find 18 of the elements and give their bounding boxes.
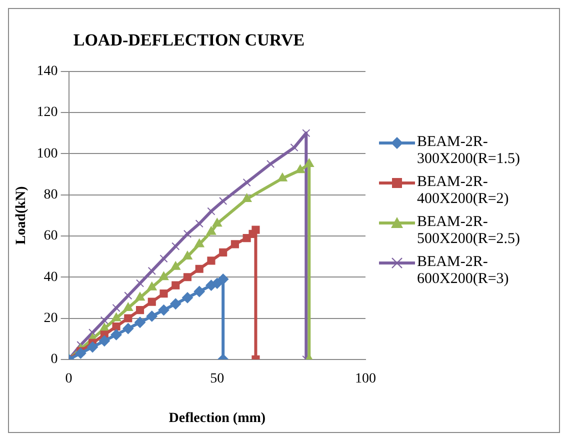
- chart-title: LOAD-DEFLECTION CURVE: [73, 30, 305, 50]
- legend-label: BEAM-2R-300X200(R=1.5): [417, 134, 522, 168]
- x-axis-title: Deflection (mm): [168, 410, 266, 426]
- y-tick-label: 120: [36, 104, 58, 120]
- y-tick-label: 20: [44, 310, 58, 326]
- y-tick-label: 0: [50, 352, 58, 367]
- x-tick-label: 100: [355, 370, 376, 386]
- y-tick-label: 140: [36, 64, 58, 79]
- legend-label: BEAM-2R-400X200(R=2): [417, 174, 510, 208]
- y-axis-title: Load(kN): [14, 185, 30, 244]
- y-tick-label: 80: [44, 187, 58, 202]
- y-tick-label: 60: [44, 228, 58, 244]
- x-tick-label: 0: [65, 370, 72, 386]
- y-tick-label: 100: [36, 146, 58, 161]
- y-tick-label: 40: [44, 269, 58, 284]
- x-tick-label: 50: [210, 370, 224, 386]
- legend-label: BEAM-2R-500X200(R=2.5): [417, 214, 522, 248]
- legend-label: BEAM-2R-600X200(R=3): [417, 254, 510, 288]
